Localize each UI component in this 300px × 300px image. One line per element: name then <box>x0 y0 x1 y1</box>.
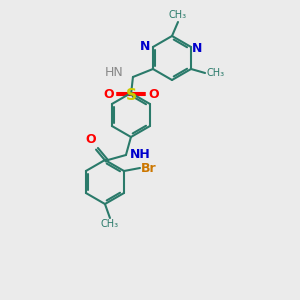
Text: CH₃: CH₃ <box>206 68 224 78</box>
Text: N: N <box>140 40 150 52</box>
Text: HN: HN <box>105 67 124 80</box>
Text: NH: NH <box>130 148 151 161</box>
Text: S: S <box>125 88 136 103</box>
Text: CH₃: CH₃ <box>101 219 119 229</box>
Text: Br: Br <box>141 161 157 175</box>
Text: CH₃: CH₃ <box>169 10 187 20</box>
Text: N: N <box>192 41 202 55</box>
Text: O: O <box>148 88 159 100</box>
Text: O: O <box>103 88 114 100</box>
Text: O: O <box>85 133 96 146</box>
